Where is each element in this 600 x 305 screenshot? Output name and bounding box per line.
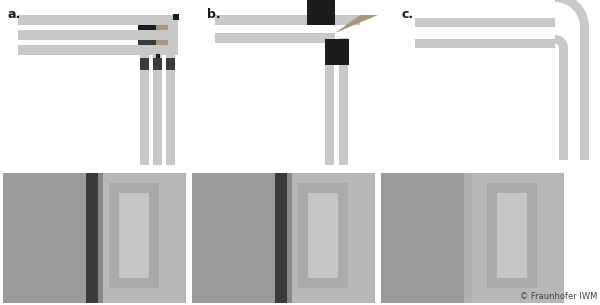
Bar bbox=[138, 25, 156, 30]
Text: © Fraunhofer IWM: © Fraunhofer IWM bbox=[520, 292, 597, 301]
Bar bbox=[138, 15, 178, 55]
Bar bbox=[140, 55, 149, 165]
Text: b.: b. bbox=[207, 8, 221, 21]
Bar bbox=[381, 173, 564, 303]
Bar bbox=[3, 173, 86, 303]
Bar bbox=[192, 173, 375, 303]
Bar bbox=[18, 15, 178, 25]
Bar bbox=[173, 14, 179, 20]
Bar bbox=[275, 173, 289, 303]
Text: c.: c. bbox=[402, 8, 414, 21]
Bar bbox=[298, 183, 348, 288]
Polygon shape bbox=[555, 0, 589, 160]
Bar bbox=[487, 183, 537, 288]
Bar bbox=[140, 58, 149, 70]
Bar bbox=[18, 30, 178, 40]
Bar bbox=[287, 173, 292, 303]
Bar bbox=[325, 33, 334, 165]
Bar bbox=[215, 15, 360, 25]
Bar bbox=[325, 39, 349, 65]
Bar bbox=[119, 193, 149, 278]
Bar bbox=[472, 173, 563, 303]
Bar bbox=[86, 173, 100, 303]
Bar bbox=[415, 18, 555, 27]
Bar bbox=[94, 173, 185, 303]
Bar bbox=[308, 193, 338, 278]
Polygon shape bbox=[335, 15, 378, 33]
Bar bbox=[109, 183, 159, 288]
Bar bbox=[215, 33, 335, 43]
Bar bbox=[168, 15, 178, 55]
Bar bbox=[307, 0, 335, 25]
Bar bbox=[339, 38, 348, 165]
Bar bbox=[98, 173, 103, 303]
Bar bbox=[153, 55, 162, 165]
Bar bbox=[18, 45, 178, 55]
Polygon shape bbox=[555, 35, 568, 160]
Bar bbox=[192, 173, 275, 303]
Bar bbox=[497, 193, 527, 278]
Bar bbox=[153, 58, 162, 70]
Bar bbox=[156, 54, 160, 58]
Bar bbox=[381, 173, 464, 303]
Bar bbox=[415, 18, 555, 27]
Bar bbox=[166, 55, 175, 165]
Bar bbox=[415, 39, 555, 48]
Bar bbox=[138, 40, 156, 45]
Text: a.: a. bbox=[8, 8, 21, 21]
Bar bbox=[166, 58, 175, 70]
Bar bbox=[3, 173, 186, 303]
Bar bbox=[283, 173, 374, 303]
